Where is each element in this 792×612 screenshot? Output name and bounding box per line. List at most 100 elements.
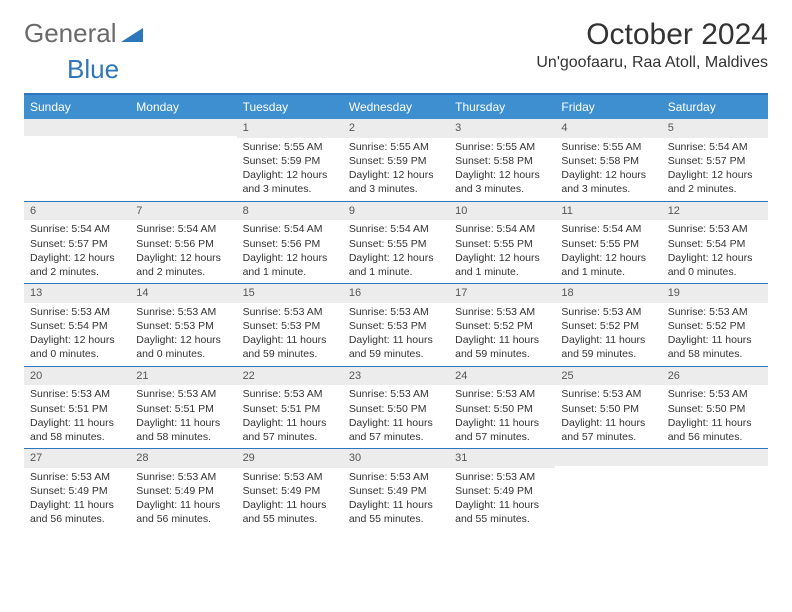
day-number: 21	[130, 367, 236, 386]
logo-text-blue: Blue	[67, 54, 119, 84]
sunrise-text: Sunrise: 5:54 AM	[561, 222, 655, 236]
month-title: October 2024	[536, 18, 768, 52]
location-subtitle: Un'goofaaru, Raa Atoll, Maldives	[536, 54, 768, 72]
day-details: Sunrise: 5:53 AMSunset: 5:50 PMDaylight:…	[343, 385, 449, 448]
daylight-text: Daylight: 11 hours and 56 minutes.	[30, 498, 124, 526]
day-cell: 4Sunrise: 5:55 AMSunset: 5:58 PMDaylight…	[555, 119, 661, 201]
day-cell: 26Sunrise: 5:53 AMSunset: 5:50 PMDayligh…	[662, 367, 768, 449]
day-number: 3	[449, 119, 555, 138]
day-number: 6	[24, 202, 130, 221]
sunset-text: Sunset: 5:53 PM	[349, 319, 443, 333]
day-details: Sunrise: 5:53 AMSunset: 5:50 PMDaylight:…	[555, 385, 661, 448]
day-number	[130, 119, 236, 136]
logo-text-general: General	[24, 18, 117, 49]
sunset-text: Sunset: 5:49 PM	[349, 484, 443, 498]
sunrise-text: Sunrise: 5:54 AM	[136, 222, 230, 236]
daylight-text: Daylight: 11 hours and 59 minutes.	[455, 333, 549, 361]
sunset-text: Sunset: 5:58 PM	[455, 154, 549, 168]
daylight-text: Daylight: 11 hours and 58 minutes.	[136, 416, 230, 444]
day-details: Sunrise: 5:53 AMSunset: 5:54 PMDaylight:…	[662, 220, 768, 283]
day-number: 16	[343, 284, 449, 303]
daylight-text: Daylight: 11 hours and 55 minutes.	[349, 498, 443, 526]
sunset-text: Sunset: 5:57 PM	[668, 154, 762, 168]
day-cell: 10Sunrise: 5:54 AMSunset: 5:55 PMDayligh…	[449, 202, 555, 284]
day-number: 12	[662, 202, 768, 221]
sunrise-text: Sunrise: 5:53 AM	[30, 470, 124, 484]
day-details: Sunrise: 5:53 AMSunset: 5:49 PMDaylight:…	[24, 468, 130, 531]
day-details: Sunrise: 5:55 AMSunset: 5:58 PMDaylight:…	[449, 138, 555, 201]
day-details: Sunrise: 5:53 AMSunset: 5:51 PMDaylight:…	[130, 385, 236, 448]
week-row: 13Sunrise: 5:53 AMSunset: 5:54 PMDayligh…	[24, 283, 768, 366]
day-cell: 7Sunrise: 5:54 AMSunset: 5:56 PMDaylight…	[130, 202, 236, 284]
sunset-text: Sunset: 5:52 PM	[668, 319, 762, 333]
day-number: 1	[237, 119, 343, 138]
day-details: Sunrise: 5:53 AMSunset: 5:52 PMDaylight:…	[555, 303, 661, 366]
day-number: 13	[24, 284, 130, 303]
dow-wednesday: Wednesday	[343, 95, 449, 119]
day-details: Sunrise: 5:54 AMSunset: 5:56 PMDaylight:…	[130, 220, 236, 283]
day-number: 14	[130, 284, 236, 303]
sunset-text: Sunset: 5:55 PM	[455, 237, 549, 251]
day-of-week-header: SundayMondayTuesdayWednesdayThursdayFrid…	[24, 95, 768, 119]
sunset-text: Sunset: 5:50 PM	[561, 402, 655, 416]
sunrise-text: Sunrise: 5:54 AM	[243, 222, 337, 236]
sunset-text: Sunset: 5:51 PM	[30, 402, 124, 416]
day-cell: 29Sunrise: 5:53 AMSunset: 5:49 PMDayligh…	[237, 449, 343, 531]
sunset-text: Sunset: 5:56 PM	[136, 237, 230, 251]
day-details: Sunrise: 5:53 AMSunset: 5:50 PMDaylight:…	[449, 385, 555, 448]
sunset-text: Sunset: 5:53 PM	[243, 319, 337, 333]
day-details: Sunrise: 5:53 AMSunset: 5:52 PMDaylight:…	[662, 303, 768, 366]
day-number: 22	[237, 367, 343, 386]
sunset-text: Sunset: 5:50 PM	[349, 402, 443, 416]
day-number: 15	[237, 284, 343, 303]
sunset-text: Sunset: 5:49 PM	[30, 484, 124, 498]
day-cell: 20Sunrise: 5:53 AMSunset: 5:51 PMDayligh…	[24, 367, 130, 449]
empty-cell	[662, 449, 768, 531]
daylight-text: Daylight: 11 hours and 57 minutes.	[243, 416, 337, 444]
sunset-text: Sunset: 5:52 PM	[561, 319, 655, 333]
day-cell: 22Sunrise: 5:53 AMSunset: 5:51 PMDayligh…	[237, 367, 343, 449]
day-number: 28	[130, 449, 236, 468]
daylight-text: Daylight: 12 hours and 1 minute.	[561, 251, 655, 279]
sunrise-text: Sunrise: 5:53 AM	[455, 387, 549, 401]
daylight-text: Daylight: 11 hours and 59 minutes.	[561, 333, 655, 361]
week-row: 1Sunrise: 5:55 AMSunset: 5:59 PMDaylight…	[24, 119, 768, 201]
logo-triangle-icon	[121, 26, 143, 47]
dow-sunday: Sunday	[24, 95, 130, 119]
day-details: Sunrise: 5:53 AMSunset: 5:53 PMDaylight:…	[130, 303, 236, 366]
day-number: 11	[555, 202, 661, 221]
sunrise-text: Sunrise: 5:53 AM	[349, 305, 443, 319]
sunset-text: Sunset: 5:59 PM	[243, 154, 337, 168]
sunrise-text: Sunrise: 5:55 AM	[243, 140, 337, 154]
daylight-text: Daylight: 11 hours and 59 minutes.	[349, 333, 443, 361]
day-cell: 30Sunrise: 5:53 AMSunset: 5:49 PMDayligh…	[343, 449, 449, 531]
sunset-text: Sunset: 5:54 PM	[30, 319, 124, 333]
sunrise-text: Sunrise: 5:53 AM	[243, 305, 337, 319]
title-block: October 2024 Un'goofaaru, Raa Atoll, Mal…	[536, 18, 768, 72]
daylight-text: Daylight: 11 hours and 58 minutes.	[30, 416, 124, 444]
daylight-text: Daylight: 11 hours and 57 minutes.	[349, 416, 443, 444]
sunrise-text: Sunrise: 5:53 AM	[30, 305, 124, 319]
sunrise-text: Sunrise: 5:53 AM	[455, 305, 549, 319]
sunset-text: Sunset: 5:51 PM	[136, 402, 230, 416]
sunset-text: Sunset: 5:54 PM	[668, 237, 762, 251]
day-cell: 9Sunrise: 5:54 AMSunset: 5:55 PMDaylight…	[343, 202, 449, 284]
day-cell: 31Sunrise: 5:53 AMSunset: 5:49 PMDayligh…	[449, 449, 555, 531]
day-details: Sunrise: 5:54 AMSunset: 5:56 PMDaylight:…	[237, 220, 343, 283]
day-number	[662, 449, 768, 466]
empty-cell	[555, 449, 661, 531]
sunrise-text: Sunrise: 5:54 AM	[349, 222, 443, 236]
day-number: 2	[343, 119, 449, 138]
day-details: Sunrise: 5:53 AMSunset: 5:53 PMDaylight:…	[343, 303, 449, 366]
day-number: 26	[662, 367, 768, 386]
day-cell: 5Sunrise: 5:54 AMSunset: 5:57 PMDaylight…	[662, 119, 768, 201]
day-number: 31	[449, 449, 555, 468]
day-details: Sunrise: 5:55 AMSunset: 5:58 PMDaylight:…	[555, 138, 661, 201]
sunset-text: Sunset: 5:57 PM	[30, 237, 124, 251]
sunrise-text: Sunrise: 5:53 AM	[668, 387, 762, 401]
day-cell: 21Sunrise: 5:53 AMSunset: 5:51 PMDayligh…	[130, 367, 236, 449]
day-details: Sunrise: 5:53 AMSunset: 5:49 PMDaylight:…	[130, 468, 236, 531]
sunrise-text: Sunrise: 5:55 AM	[349, 140, 443, 154]
daylight-text: Daylight: 12 hours and 1 minute.	[455, 251, 549, 279]
sunrise-text: Sunrise: 5:53 AM	[349, 470, 443, 484]
